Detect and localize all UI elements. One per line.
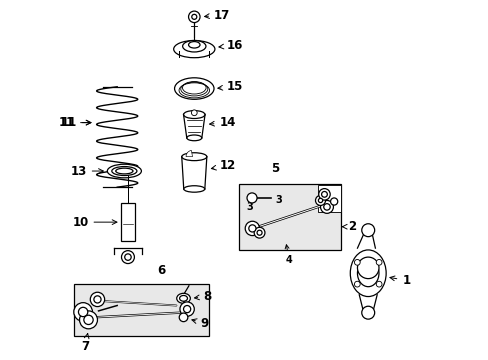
Bar <box>239 184 341 250</box>
Text: 5: 5 <box>270 162 279 175</box>
Ellipse shape <box>182 41 205 52</box>
Text: 3: 3 <box>274 195 281 205</box>
Circle shape <box>315 195 325 206</box>
Circle shape <box>318 189 329 200</box>
Text: 7: 7 <box>81 334 89 352</box>
Ellipse shape <box>182 153 206 161</box>
Circle shape <box>94 296 101 303</box>
Text: 10: 10 <box>72 216 117 229</box>
Ellipse shape <box>188 41 200 48</box>
Ellipse shape <box>186 135 202 141</box>
Circle shape <box>318 198 322 203</box>
Text: 2: 2 <box>341 220 355 233</box>
Text: 4: 4 <box>285 245 292 265</box>
Ellipse shape <box>349 250 386 297</box>
Circle shape <box>191 110 197 116</box>
Text: 12: 12 <box>211 159 235 172</box>
Circle shape <box>361 306 374 319</box>
Circle shape <box>244 221 259 235</box>
Bar <box>74 284 208 336</box>
Text: 11: 11 <box>61 116 91 129</box>
Circle shape <box>330 198 337 205</box>
Text: 17: 17 <box>204 9 230 22</box>
Circle shape <box>354 281 360 287</box>
Ellipse shape <box>174 78 214 99</box>
Text: 15: 15 <box>218 80 243 93</box>
Text: 1: 1 <box>389 274 409 287</box>
Ellipse shape <box>107 164 141 178</box>
Ellipse shape <box>183 111 204 118</box>
Bar <box>317 185 341 212</box>
Circle shape <box>323 204 329 210</box>
Circle shape <box>257 230 262 235</box>
Ellipse shape <box>176 293 190 303</box>
Circle shape <box>357 257 378 279</box>
Ellipse shape <box>183 186 204 192</box>
Circle shape <box>320 201 333 213</box>
Circle shape <box>78 307 88 317</box>
Text: 8: 8 <box>194 290 211 303</box>
Circle shape <box>191 14 196 19</box>
Bar <box>121 203 135 241</box>
Ellipse shape <box>357 260 378 287</box>
Circle shape <box>90 292 104 307</box>
Circle shape <box>180 302 194 316</box>
Text: 16: 16 <box>219 39 243 52</box>
Circle shape <box>246 193 257 203</box>
Circle shape <box>121 251 134 264</box>
Circle shape <box>248 225 255 232</box>
Circle shape <box>183 306 190 313</box>
Ellipse shape <box>112 167 137 176</box>
Circle shape <box>188 11 200 23</box>
Circle shape <box>254 227 264 238</box>
Ellipse shape <box>179 296 187 301</box>
Circle shape <box>375 281 381 287</box>
Circle shape <box>74 303 92 321</box>
Circle shape <box>361 224 374 237</box>
Circle shape <box>80 311 97 329</box>
Text: 11: 11 <box>59 116 91 129</box>
Circle shape <box>321 192 326 197</box>
Text: 9: 9 <box>191 317 208 330</box>
Text: 6: 6 <box>157 264 165 277</box>
Circle shape <box>124 254 131 260</box>
Ellipse shape <box>173 41 214 58</box>
Ellipse shape <box>116 168 133 174</box>
Circle shape <box>179 313 187 321</box>
Circle shape <box>354 260 360 265</box>
Wedge shape <box>185 150 192 157</box>
Text: 3: 3 <box>246 202 252 212</box>
Text: 14: 14 <box>209 116 235 129</box>
Circle shape <box>83 315 93 324</box>
Text: 13: 13 <box>70 165 103 177</box>
Circle shape <box>375 260 381 265</box>
